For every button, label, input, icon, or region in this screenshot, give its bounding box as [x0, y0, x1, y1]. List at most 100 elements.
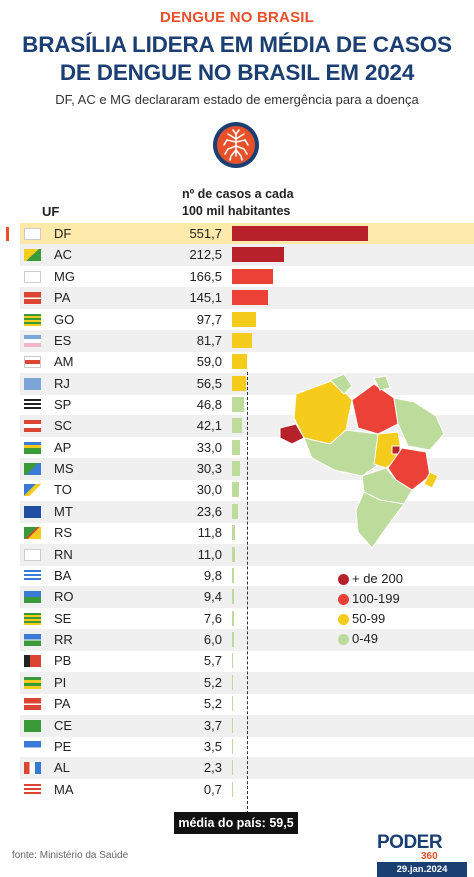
map-region-ap — [373, 375, 391, 391]
bar — [232, 290, 268, 306]
chart-row-ba-16: BA 9,8 — [0, 564, 474, 588]
state-label: AP — [54, 439, 72, 455]
map-region-ac — [279, 423, 305, 445]
chart-row-ac-1: AC 212,5 — [0, 243, 474, 267]
value-label: 46,8 — [196, 397, 222, 412]
value-label: 551,7 — [189, 226, 222, 241]
legend-item: 100-199 — [338, 590, 468, 610]
state-label: PA — [54, 696, 71, 712]
state-flag-icon — [24, 270, 41, 283]
state-flag-icon — [24, 740, 41, 753]
state-flag-icon — [24, 313, 41, 326]
state-flag-icon — [24, 463, 41, 476]
state-label: ES — [54, 332, 72, 348]
value-label: 42,1 — [196, 418, 222, 434]
value-label: 3,5 — [203, 738, 222, 754]
bar — [232, 781, 233, 797]
state-label: SP — [54, 397, 72, 412]
country-average-line — [246, 372, 248, 814]
legend-swatch — [338, 634, 349, 645]
state-flag-icon — [24, 569, 41, 582]
state-label: BA — [54, 567, 72, 583]
bar — [232, 482, 240, 498]
map-region-pa — [351, 383, 399, 435]
chart-rows: DF 551,7 AC 212,5 MG 166,5 PA 145,1 GO 97,7 ES 81,7… — [0, 222, 474, 799]
value-label: 56,5 — [196, 375, 222, 391]
state-flag-icon — [24, 484, 41, 497]
value-label: 145,1 — [189, 290, 222, 306]
headline: BRASÍLIA LIDERA EM MÉDIA DE CASOS DE DEN… — [0, 31, 474, 87]
state-flag-icon — [24, 634, 41, 646]
bar — [232, 461, 240, 477]
row-background — [20, 351, 474, 373]
value-label: 7,6 — [203, 610, 222, 626]
bar — [232, 738, 233, 754]
source-note: fonte: Ministério da Saúde — [12, 850, 129, 861]
mosquito-icon — [213, 122, 259, 168]
state-label: SC — [54, 418, 73, 434]
state-label: SE — [54, 610, 72, 626]
value-label: 5,2 — [203, 696, 222, 712]
state-flag-icon — [24, 505, 41, 518]
bar — [232, 397, 244, 412]
legend: + de 200 100-199 50-99 0-49 — [338, 570, 468, 650]
state-label: AM — [54, 354, 74, 370]
bar — [232, 439, 241, 455]
legend-swatch — [338, 614, 349, 625]
column-header-cases: nº de casos a cada 100 mil habitantes — [182, 186, 294, 220]
bar — [232, 717, 233, 733]
value-label: 0,7 — [203, 781, 222, 797]
value-label: 2,3 — [203, 760, 222, 776]
highlight-marker — [6, 227, 9, 241]
bar — [232, 546, 235, 562]
state-flag-icon — [24, 698, 41, 711]
bar — [232, 503, 238, 519]
bar — [232, 589, 235, 605]
chart-row-pa-3: PA 145,1 — [0, 286, 474, 310]
bar — [232, 226, 368, 241]
state-label: CE — [54, 717, 73, 733]
value-label: 3,7 — [203, 717, 222, 733]
chart-row-ce-23: CE 3,7 — [0, 714, 474, 738]
state-label: RO — [54, 589, 74, 605]
legend-label: 100-199 — [352, 591, 400, 606]
bar — [232, 247, 285, 263]
legend-swatch — [338, 594, 349, 605]
legend-item: + de 200 — [338, 570, 468, 590]
value-label: 59,0 — [196, 354, 222, 370]
value-label: 5,2 — [203, 674, 222, 690]
column-header-cases-line-2: 100 mil habitantes — [182, 204, 291, 218]
state-label: PA — [54, 290, 71, 306]
state-flag-icon — [24, 420, 41, 433]
bar — [232, 632, 234, 647]
bar — [232, 525, 235, 541]
bar — [232, 332, 253, 348]
map-region-northeast — [393, 397, 445, 451]
column-header-uf: UF — [42, 204, 60, 219]
map-region-es — [423, 471, 439, 489]
state-flag-icon — [24, 356, 41, 369]
chart-row-go-4: GO 97,7 — [0, 308, 474, 332]
state-flag-icon — [24, 676, 41, 689]
state-label: PB — [54, 653, 72, 669]
chart-row-mg-2: MG 166,5 — [0, 265, 474, 289]
chart-row-pb-20: PB 5,7 — [0, 649, 474, 673]
bar — [232, 696, 234, 712]
legend-label: + de 200 — [352, 571, 403, 586]
value-label: 6,0 — [203, 632, 222, 647]
value-label: 212,5 — [189, 247, 222, 263]
value-label: 30,0 — [196, 482, 222, 498]
state-flag-icon — [24, 334, 41, 347]
bar — [232, 311, 257, 327]
state-label: RR — [54, 632, 73, 647]
bar — [232, 375, 246, 391]
bar — [232, 567, 235, 583]
state-label: TO — [54, 482, 72, 498]
kicker: DENGUE NO BRASIL — [159, 9, 315, 26]
bar — [232, 674, 234, 690]
state-label: MS — [54, 461, 74, 477]
column-header-cases-line-1: nº de casos a cada — [182, 187, 294, 201]
state-flag-icon — [24, 762, 41, 775]
value-label: 33,0 — [196, 439, 222, 455]
chart-row-es-5: ES 81,7 — [0, 329, 474, 353]
